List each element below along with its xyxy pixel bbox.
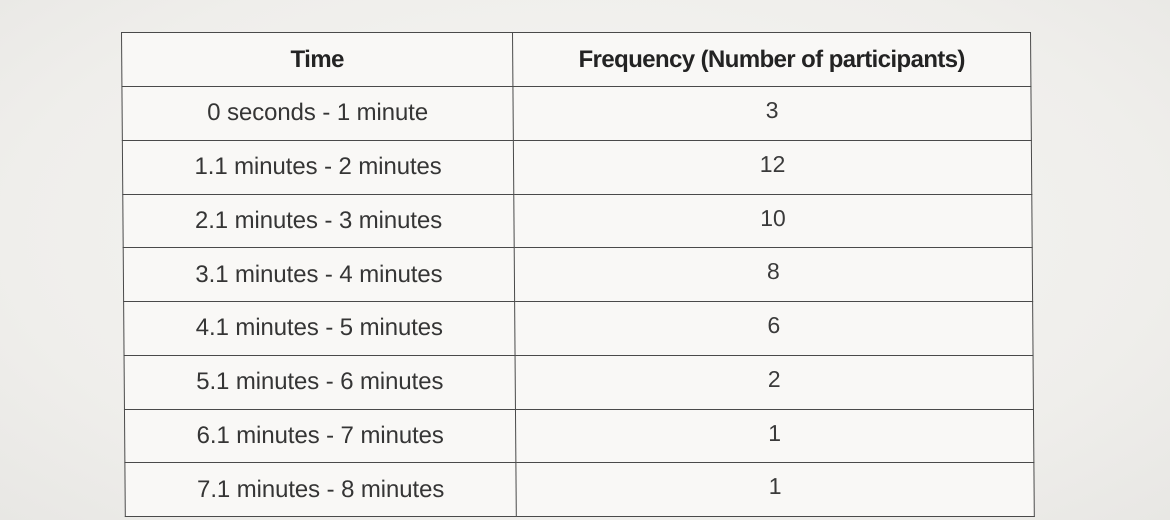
header-frequency: Frequency (Number of participants) bbox=[512, 32, 1031, 87]
time-cell: 6.1 minutes - 7 minutes bbox=[124, 409, 516, 463]
table-row: 4.1 minutes - 5 minutes 6 bbox=[123, 301, 1034, 356]
frequency-cell: 3 bbox=[512, 86, 1032, 141]
time-cell: 5.1 minutes - 6 minutes bbox=[124, 355, 516, 409]
frequency-cell: 10 bbox=[513, 194, 1033, 248]
header-row: Time Frequency (Number of participants) bbox=[121, 32, 1031, 87]
frequency-cell: 1 bbox=[515, 409, 1034, 463]
frequency-cell: 8 bbox=[514, 247, 1033, 302]
frequency-cell: 6 bbox=[514, 301, 1034, 356]
time-cell: 7.1 minutes - 8 minutes bbox=[124, 462, 517, 517]
table-row: 3.1 minutes - 4 minutes 8 bbox=[123, 247, 1033, 302]
table-row: 1.1 minutes - 2 minutes 12 bbox=[122, 140, 1032, 194]
table-row: 6.1 minutes - 7 minutes 1 bbox=[124, 409, 1034, 463]
table-row: 0 seconds - 1 minute 3 bbox=[121, 86, 1032, 141]
table-row: 2.1 minutes - 3 minutes 10 bbox=[122, 194, 1033, 248]
table-row: 7.1 minutes - 8 minutes 1 bbox=[124, 462, 1035, 517]
frequency-cell: 12 bbox=[513, 140, 1032, 194]
frequency-cell: 1 bbox=[515, 462, 1035, 517]
table-body: 0 seconds - 1 minute 3 1.1 minutes - 2 m… bbox=[121, 86, 1035, 517]
header-time: Time bbox=[121, 32, 513, 87]
table-row: 5.1 minutes - 6 minutes 2 bbox=[124, 355, 1034, 409]
time-cell: 2.1 minutes - 3 minutes bbox=[122, 194, 515, 248]
time-cell: 4.1 minutes - 5 minutes bbox=[123, 301, 516, 356]
time-cell: 0 seconds - 1 minute bbox=[121, 86, 514, 141]
time-cell: 1.1 minutes - 2 minutes bbox=[122, 140, 514, 194]
frequency-table: Time Frequency (Number of participants) … bbox=[121, 32, 1035, 517]
table-header: Time Frequency (Number of participants) bbox=[121, 32, 1031, 87]
time-cell: 3.1 minutes - 4 minutes bbox=[123, 247, 515, 302]
frequency-cell: 2 bbox=[515, 355, 1034, 409]
